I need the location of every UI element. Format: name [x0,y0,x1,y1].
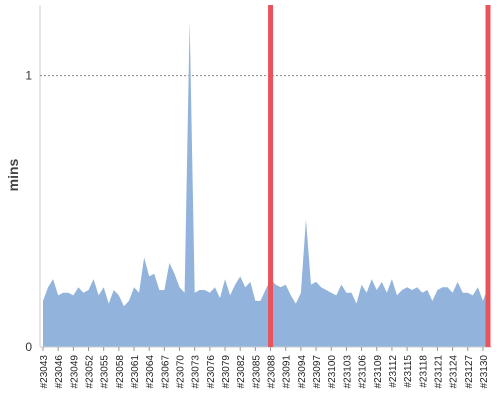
x-tick-label: #23130 [479,355,490,389]
x-tick-label: #23100 [327,355,338,389]
x-tick-label: #23073 [191,355,202,389]
x-tick-label: #23106 [358,355,369,389]
x-tick-label: #23070 [176,355,187,389]
x-tick-label: #23085 [251,355,262,389]
area [43,21,488,348]
x-tick-label: #23127 [464,355,475,389]
x-tick-label: #23094 [297,355,308,389]
x-tick-label: #23064 [145,355,156,389]
highlight-bar [485,5,491,347]
x-tick-label: #23067 [160,355,171,389]
y-tick-label: 1 [25,69,32,83]
x-tick-label: #23052 [85,355,96,389]
x-tick-label: #23112 [388,355,399,388]
x-tick-label: #23097 [312,355,323,389]
x-tick-label: #23088 [267,355,278,389]
x-tick-label: #23082 [236,355,247,389]
x-tick-label: #23103 [342,355,353,389]
x-tick-label: #23109 [373,355,384,389]
x-tick-label: #23058 [115,355,126,389]
highlight-bar [268,5,274,347]
x-tick-label: #23115 [403,355,414,388]
x-tick-label: #23079 [221,355,232,389]
x-tick-label: #23076 [206,355,217,389]
x-tick-label: #23118 [418,355,429,388]
x-tick-label: #23121 [433,355,444,389]
x-tick-label: #23046 [54,355,65,389]
y-tick-label: 0 [25,340,32,354]
x-tick-label: #23091 [282,355,293,389]
x-tick-label: #23061 [130,355,141,389]
x-tick-label: #23055 [100,355,111,389]
x-tick-label: #23124 [449,355,460,389]
x-tick-label: #23043 [39,355,50,389]
x-tick-label: #23049 [69,355,80,389]
y-axis-label: mins [5,158,21,191]
